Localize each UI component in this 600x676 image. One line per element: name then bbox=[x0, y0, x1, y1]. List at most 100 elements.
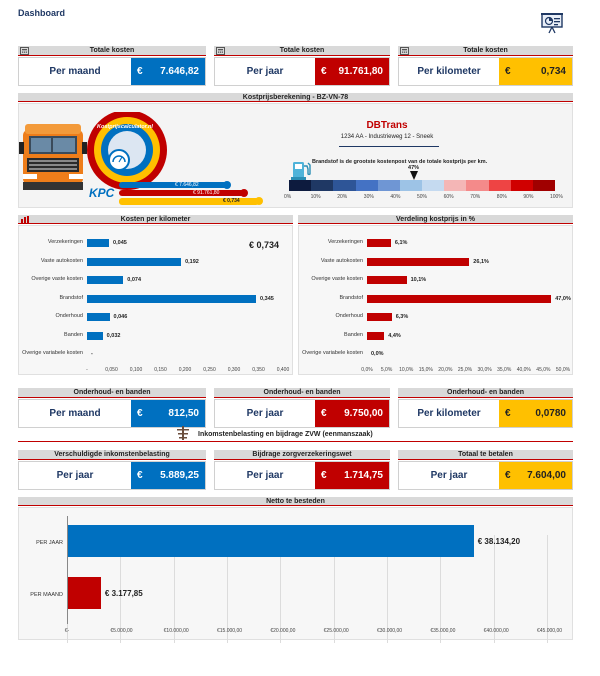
bar bbox=[367, 331, 385, 340]
presentation-icon[interactable] bbox=[540, 12, 564, 34]
kpi-header: Onderhoud- en banden bbox=[18, 388, 206, 398]
category-label: Banden bbox=[64, 331, 83, 338]
bar-value-label: 10,1% bbox=[410, 277, 427, 283]
bar bbox=[367, 257, 470, 266]
x-tick-label: 25,0% bbox=[457, 367, 473, 373]
verdeling-header: Verdeling kostprijs in % bbox=[298, 215, 573, 224]
kpi-amount: 91.761,80 bbox=[338, 66, 384, 77]
bar bbox=[87, 313, 110, 321]
scale-tick-label: 40% bbox=[390, 194, 401, 200]
bar-value-label: 0,045 bbox=[113, 240, 127, 246]
percentage-scale-ticks: 0% 10% 20% 30% 40% 50% 60% 70% 80% 90% 100% bbox=[284, 194, 563, 202]
x-tick-label: 10,0% bbox=[399, 367, 414, 373]
gridline bbox=[547, 535, 548, 643]
kpi-label: Per jaar bbox=[56, 470, 94, 481]
x-tick-label: €5.000,00 bbox=[110, 628, 133, 634]
x-tick-label: 35,0% bbox=[497, 367, 512, 373]
kpi-value: €0,734 bbox=[499, 58, 572, 85]
scale-tick-label: 30% bbox=[363, 194, 374, 200]
kpi-label: Per jaar bbox=[246, 66, 284, 77]
netto-chart: €- €5.000,00 €10.000,00 €15.000,00 €20.000,0… bbox=[18, 507, 573, 643]
scale-segment bbox=[355, 180, 378, 191]
calculator-icon bbox=[20, 47, 29, 55]
scale-tick-label: 80% bbox=[496, 194, 507, 200]
kpi-amount: 7.646,82 bbox=[160, 66, 199, 77]
currency-symbol: € bbox=[505, 470, 511, 481]
bar-chart-icon bbox=[21, 216, 29, 223]
scale-segment bbox=[510, 180, 533, 191]
scale-segment bbox=[377, 180, 400, 191]
x-tick-label: 30,0% bbox=[477, 367, 492, 373]
category-label: Vaste autokosten bbox=[40, 257, 83, 264]
bar-value-label: 6,1% bbox=[394, 240, 408, 246]
x-tick-label: €- bbox=[64, 628, 70, 634]
logo-value-km: € 0,734 bbox=[223, 198, 240, 204]
x-tick-label: 15,0% bbox=[418, 367, 433, 373]
scale-tick-label: 0% bbox=[284, 194, 292, 200]
kpi-header: Totale kosten bbox=[398, 46, 573, 56]
currency-symbol: € bbox=[505, 66, 511, 77]
kpi-label: Per jaar bbox=[430, 470, 468, 481]
kpi-header: Onderhoud- en banden bbox=[214, 388, 390, 398]
kpi-body: Per maand €7.646,82 bbox=[18, 57, 206, 86]
kpi-amount: 1.714,75 bbox=[344, 470, 383, 481]
bar-value-label: 0,192 bbox=[185, 258, 199, 265]
gridline bbox=[120, 535, 122, 643]
kpi-body: Per kilometer €0,0780 bbox=[398, 399, 573, 428]
y-axis-line bbox=[67, 516, 68, 624]
x-tick-label: 0,150 bbox=[154, 367, 167, 373]
kpi-card: Totale kosten Per jaar €91.761,80 bbox=[214, 46, 390, 86]
kpi-card: Onderhoud- en banden Per kilometer €0,0780 bbox=[398, 388, 573, 428]
verdeling-chart: 0,0% 5,0% 10,0% 15,0% 20,0% 25,0% 30,0% 35,0% 40… bbox=[298, 225, 573, 375]
inkomsten-header: Inkomstenbelasting en bijdrage ZVW (eenm… bbox=[18, 426, 573, 442]
category-label: Brandstof bbox=[339, 294, 363, 301]
scale-tick-label: 10% bbox=[310, 194, 321, 200]
category-label: Onderhoud bbox=[335, 313, 363, 319]
scale-segment bbox=[289, 180, 312, 191]
gridline bbox=[280, 535, 282, 643]
x-tick-label: 45,0% bbox=[536, 367, 551, 373]
kosten-per-km-header: Kosten per kilometer bbox=[18, 215, 293, 224]
kpi-header: Bijdrage zorgverzekeringswet bbox=[214, 450, 390, 460]
kpi-body: Per jaar €91.761,80 bbox=[214, 57, 390, 86]
kpi-value: €9.750,00 bbox=[315, 400, 389, 427]
logo-text: Kostprijscalculator.nl bbox=[97, 124, 153, 130]
pointer-marker bbox=[410, 171, 419, 180]
scale-segment bbox=[399, 180, 423, 191]
kpi-body: Per maand €812,50 bbox=[18, 399, 206, 428]
scale-tick-label: 100% bbox=[550, 194, 563, 200]
currency-symbol: € bbox=[321, 408, 327, 419]
kpi-label: Per jaar bbox=[246, 470, 284, 481]
kpi-amount: 9.750,00 bbox=[344, 408, 383, 419]
gridline bbox=[173, 535, 175, 643]
kosten-per-km-title: Kosten per kilometer bbox=[120, 216, 191, 223]
x-tick-label: €35.000,00 bbox=[430, 628, 456, 634]
gridline bbox=[493, 535, 495, 643]
bar bbox=[67, 577, 101, 609]
scale-segment bbox=[532, 180, 556, 191]
x-tick-label: 20,0% bbox=[438, 367, 453, 373]
x-tick-label: 0,200 bbox=[178, 367, 192, 373]
category-label: PER JAAR bbox=[36, 540, 63, 546]
kpi-header: Onderhoud- en banden bbox=[398, 388, 573, 398]
x-tick-label: - bbox=[86, 367, 88, 373]
fuel-pump-icon bbox=[291, 158, 311, 180]
kpi-value: €91.761,80 bbox=[315, 58, 389, 85]
gridline bbox=[333, 535, 335, 643]
category-label: Vaste autokosten bbox=[320, 257, 363, 264]
category-label: PER MAAND bbox=[30, 592, 63, 598]
bar-value-label: 47,0% bbox=[555, 295, 571, 302]
category-label: Overige vaste kosten bbox=[311, 276, 363, 282]
currency-symbol: € bbox=[137, 66, 143, 77]
kpi-header: Verschuldigde inkomstenbelasting bbox=[18, 450, 206, 460]
currency-symbol: € bbox=[137, 408, 143, 419]
pointer-label: 47% bbox=[408, 165, 420, 171]
gridline bbox=[440, 535, 442, 643]
kosten-per-km-total: € 0,734 bbox=[249, 240, 280, 250]
kpi-amount: 5.889,25 bbox=[160, 470, 199, 481]
kpi-amount: 0,0780 bbox=[535, 408, 566, 419]
scale-segment bbox=[466, 180, 489, 191]
kpi-header: Totaal te betalen bbox=[398, 450, 573, 460]
currency-symbol: € bbox=[321, 470, 327, 481]
bar bbox=[87, 294, 257, 303]
